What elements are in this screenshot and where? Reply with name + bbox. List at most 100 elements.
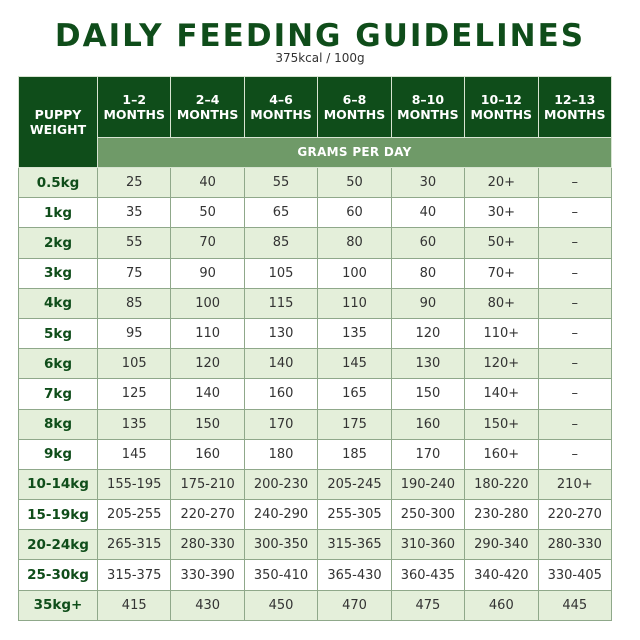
grams-cell: –	[537, 227, 613, 259]
grams-cell: 120	[170, 348, 245, 380]
grams-cell: 105	[96, 348, 172, 380]
weight-cell: 5kg	[18, 317, 98, 350]
grams-cell: 290-340	[464, 529, 539, 561]
grams-cell: 315-375	[96, 559, 172, 591]
grams-cell: 475	[390, 589, 466, 621]
grams-cell: 90	[170, 257, 245, 289]
grams-cell: 140	[170, 378, 245, 410]
age-range: 1–2	[122, 92, 147, 107]
grams-cell: 35	[96, 197, 172, 229]
age-range: 8–10	[411, 92, 445, 107]
age-header-row: PUPPY WEIGHT 1–2 MONTHS 2–4 MONTHS 4–6 MONTHS…	[18, 76, 613, 168]
weight-cell: 0.5kg	[18, 166, 98, 199]
grams-cell: 175-210	[170, 468, 245, 501]
weight-header-line: WEIGHT	[29, 122, 87, 137]
table-row: 3kg 75 90 105 100 80 70+ –	[18, 257, 613, 289]
grams-cell: 95	[96, 317, 172, 350]
grams-cell: –	[537, 408, 613, 440]
grams-cell: 300-350	[243, 529, 319, 561]
weight-cell: 10-14kg	[18, 468, 98, 501]
age-column-header: 6–8 MONTHS	[317, 76, 392, 138]
grams-cell: 265-315	[96, 529, 172, 561]
age-unit: MONTHS	[323, 107, 386, 122]
grams-cell: 415	[96, 589, 172, 621]
grams-cell: 280-330	[170, 529, 245, 561]
grams-cell: 185	[317, 438, 392, 470]
grams-cell: 110	[170, 317, 245, 350]
grams-cell: 100	[317, 257, 392, 289]
grams-cell: –	[537, 257, 613, 289]
grams-cell: 80	[317, 227, 392, 259]
grams-cell: 205-245	[317, 468, 392, 501]
grams-cell: 60	[317, 197, 392, 229]
grams-cell: 360-435	[390, 559, 466, 591]
grams-cell: 20+	[464, 166, 539, 199]
unit-header-row: GRAMS PER DAY	[19, 137, 612, 168]
grams-cell: –	[537, 166, 613, 199]
age-column-header: 2–4 MONTHS	[170, 76, 245, 138]
grams-cell: 150	[170, 408, 245, 440]
age-range: 6–8	[342, 92, 367, 107]
grams-cell: 330-405	[537, 559, 613, 591]
grams-cell: 165	[317, 378, 392, 410]
grams-cell: 160+	[464, 438, 539, 470]
weight-cell: 7kg	[18, 378, 98, 410]
age-unit: MONTHS	[397, 107, 459, 122]
age-unit: MONTHS	[103, 107, 165, 122]
weight-cell: 3kg	[18, 257, 98, 289]
table-row: 2kg 55 70 85 80 60 50+ –	[18, 227, 613, 259]
grams-cell: 160	[170, 438, 245, 470]
age-column-header: 12–13 MONTHS	[537, 76, 613, 138]
grams-cell: 220-270	[537, 499, 613, 531]
weight-column-header: PUPPY WEIGHT	[18, 76, 98, 168]
grams-cell: 210+	[537, 468, 613, 501]
table-row: 9kg 145 160 180 185 170 160+ –	[18, 438, 613, 470]
grams-cell: 55	[96, 227, 172, 259]
age-unit: MONTHS	[470, 107, 533, 122]
age-column-header: 8–10 MONTHS	[390, 76, 466, 138]
weight-cell: 4kg	[18, 287, 98, 319]
grams-cell: 40	[170, 166, 245, 199]
grams-cell: 25	[96, 166, 172, 199]
grams-cell: 200-230	[243, 468, 319, 501]
grams-cell: 85	[96, 287, 172, 319]
grams-cell: 70+	[464, 257, 539, 289]
grams-cell: 365-430	[317, 559, 392, 591]
age-column-header: 1–2 MONTHS	[96, 76, 172, 138]
table-row: 15-19kg 205-255 220-270 240-290 255-305 250-3…	[18, 499, 613, 531]
grams-cell: 125	[96, 378, 172, 410]
age-unit: MONTHS	[176, 107, 239, 122]
grams-cell: 140+	[464, 378, 539, 410]
grams-cell: 180	[243, 438, 319, 470]
table-row: 25-30kg 315-375 330-390 350-410 365-430 360-4…	[18, 559, 613, 591]
grams-cell: 80	[390, 257, 466, 289]
grams-cell: 135	[96, 408, 172, 440]
grams-cell: 80+	[464, 287, 539, 319]
grams-cell: 30+	[464, 197, 539, 229]
grams-cell: 220-270	[170, 499, 245, 531]
table-row: 20-24kg 265-315 280-330 300-350 315-365 310-3…	[18, 529, 613, 561]
weight-cell: 8kg	[18, 408, 98, 440]
grams-cell: 310-360	[390, 529, 466, 561]
grams-cell: 460	[464, 589, 539, 621]
table-row: 7kg 125 140 160 165 150 140+ –	[18, 378, 613, 410]
table-row: 8kg 135 150 170 175 160 150+ –	[18, 408, 613, 440]
grams-cell: 145	[317, 348, 392, 380]
grams-cell: 40	[390, 197, 466, 229]
age-unit: MONTHS	[544, 107, 606, 122]
feeding-table: PUPPY WEIGHT 1–2 MONTHS 2–4 MONTHS 4–6 MONTHS…	[18, 76, 613, 621]
grams-cell: 340-420	[464, 559, 539, 591]
grams-cell: 85	[243, 227, 319, 259]
age-column-header: 4–6 MONTHS	[243, 76, 319, 138]
weight-cell: 35kg+	[18, 589, 98, 621]
grams-cell: 60	[390, 227, 466, 259]
grams-cell: 160	[243, 378, 319, 410]
weight-cell: 15-19kg	[18, 499, 98, 531]
grams-cell: 30	[390, 166, 466, 199]
grams-cell: 230-280	[464, 499, 539, 531]
grams-cell: 205-255	[96, 499, 172, 531]
grams-cell: 55	[243, 166, 319, 199]
calorie-subtitle: 375kcal / 100g	[275, 51, 365, 65]
grams-cell: 445	[537, 589, 613, 621]
grams-cell: 130	[243, 317, 319, 350]
